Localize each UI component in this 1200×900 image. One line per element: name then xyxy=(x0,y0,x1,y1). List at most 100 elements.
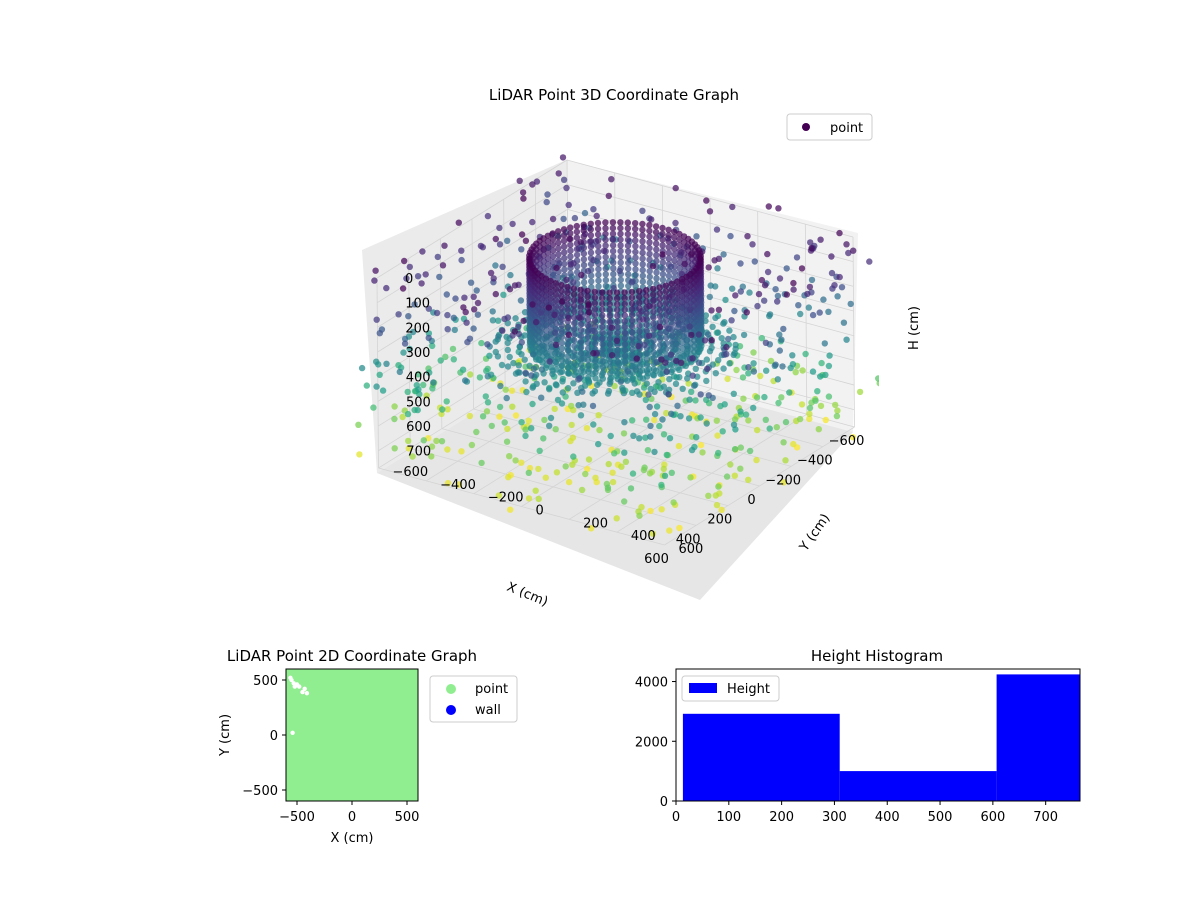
z-tick-label: 500 xyxy=(406,395,431,410)
data-point xyxy=(510,359,517,367)
data-point xyxy=(737,260,744,267)
data-point xyxy=(621,346,629,354)
data-point xyxy=(661,472,669,479)
data-point xyxy=(665,325,672,332)
data-point xyxy=(636,435,643,442)
data-point xyxy=(577,292,584,299)
data-point xyxy=(816,309,823,316)
data-point xyxy=(496,413,503,420)
data-point xyxy=(636,334,643,341)
data-point xyxy=(628,306,636,313)
data-point xyxy=(764,268,772,276)
data-point xyxy=(774,298,781,305)
data-point xyxy=(484,212,492,220)
data-point xyxy=(847,300,854,308)
data-point xyxy=(547,318,555,325)
data-point xyxy=(686,306,694,313)
data-point xyxy=(679,333,686,340)
data-point xyxy=(436,273,443,281)
data-point xyxy=(699,449,706,456)
data-point xyxy=(599,341,606,348)
data-point xyxy=(562,463,569,470)
data-point xyxy=(815,426,822,433)
x-tick-label: −500 xyxy=(279,810,315,825)
data-point xyxy=(776,331,783,338)
data-point xyxy=(606,380,613,387)
data-point xyxy=(547,295,554,302)
data-point xyxy=(633,355,641,362)
data-point xyxy=(614,329,621,337)
data-point xyxy=(617,247,624,255)
data-point xyxy=(591,311,599,318)
data-point xyxy=(512,457,519,464)
grid-line xyxy=(471,218,474,410)
data-point xyxy=(512,412,520,419)
plot3d-title: LiDAR Point 3D Coordinate Graph xyxy=(489,86,739,104)
data-point xyxy=(679,350,686,358)
data-point xyxy=(639,272,646,279)
data-point xyxy=(613,289,621,296)
data-point xyxy=(555,245,562,252)
data-point xyxy=(602,236,609,243)
data-point xyxy=(523,388,530,396)
data-point xyxy=(659,265,666,272)
data-point xyxy=(646,302,653,310)
data-point xyxy=(737,408,744,415)
data-point xyxy=(470,293,477,300)
grid-line xyxy=(709,198,712,389)
data-point xyxy=(558,328,565,335)
data-point xyxy=(674,318,681,326)
x-tick-label: 700 xyxy=(1033,810,1058,825)
data-point xyxy=(585,374,592,381)
data-point xyxy=(571,331,578,338)
data-point xyxy=(546,358,553,365)
data-point xyxy=(624,377,631,384)
data-point xyxy=(551,405,558,413)
data-point xyxy=(629,329,636,336)
data-point xyxy=(399,285,407,292)
data-point xyxy=(605,460,612,468)
data-point xyxy=(558,322,565,329)
data-point xyxy=(656,307,664,314)
data-point xyxy=(714,329,722,336)
data-point xyxy=(625,271,632,278)
y-tick-label: 200 xyxy=(583,516,608,531)
x-tick-label: 0 xyxy=(672,810,680,825)
data-point xyxy=(697,414,704,421)
data-point xyxy=(643,327,650,334)
data-point xyxy=(591,328,599,336)
data-point xyxy=(372,267,379,274)
z-tick-label: 600 xyxy=(406,420,431,435)
data-point xyxy=(577,344,585,351)
data-point xyxy=(614,306,621,314)
data-point xyxy=(577,321,585,328)
data-point xyxy=(674,330,681,337)
data-point xyxy=(663,317,670,324)
data-point xyxy=(571,348,578,356)
data-point xyxy=(577,286,584,294)
data-point xyxy=(746,289,753,296)
data-point xyxy=(681,260,688,268)
data-point xyxy=(617,276,624,284)
data-point xyxy=(616,267,623,275)
data-point xyxy=(826,352,833,359)
data-point xyxy=(649,530,657,537)
data-point xyxy=(632,366,640,373)
data-point xyxy=(805,304,812,311)
data-point xyxy=(499,263,506,270)
data-point xyxy=(478,459,485,467)
data-point xyxy=(617,219,624,226)
data-point xyxy=(587,525,595,532)
data-point xyxy=(663,334,670,341)
data-point xyxy=(814,388,821,395)
data-point xyxy=(564,324,571,331)
data-point xyxy=(594,219,602,227)
data-point xyxy=(646,227,653,235)
data-point xyxy=(679,345,686,352)
data-point xyxy=(697,391,704,398)
data-point xyxy=(609,478,617,486)
data-point xyxy=(607,364,614,371)
data-point xyxy=(444,326,451,333)
data-point xyxy=(419,248,426,255)
data-point xyxy=(580,244,588,251)
